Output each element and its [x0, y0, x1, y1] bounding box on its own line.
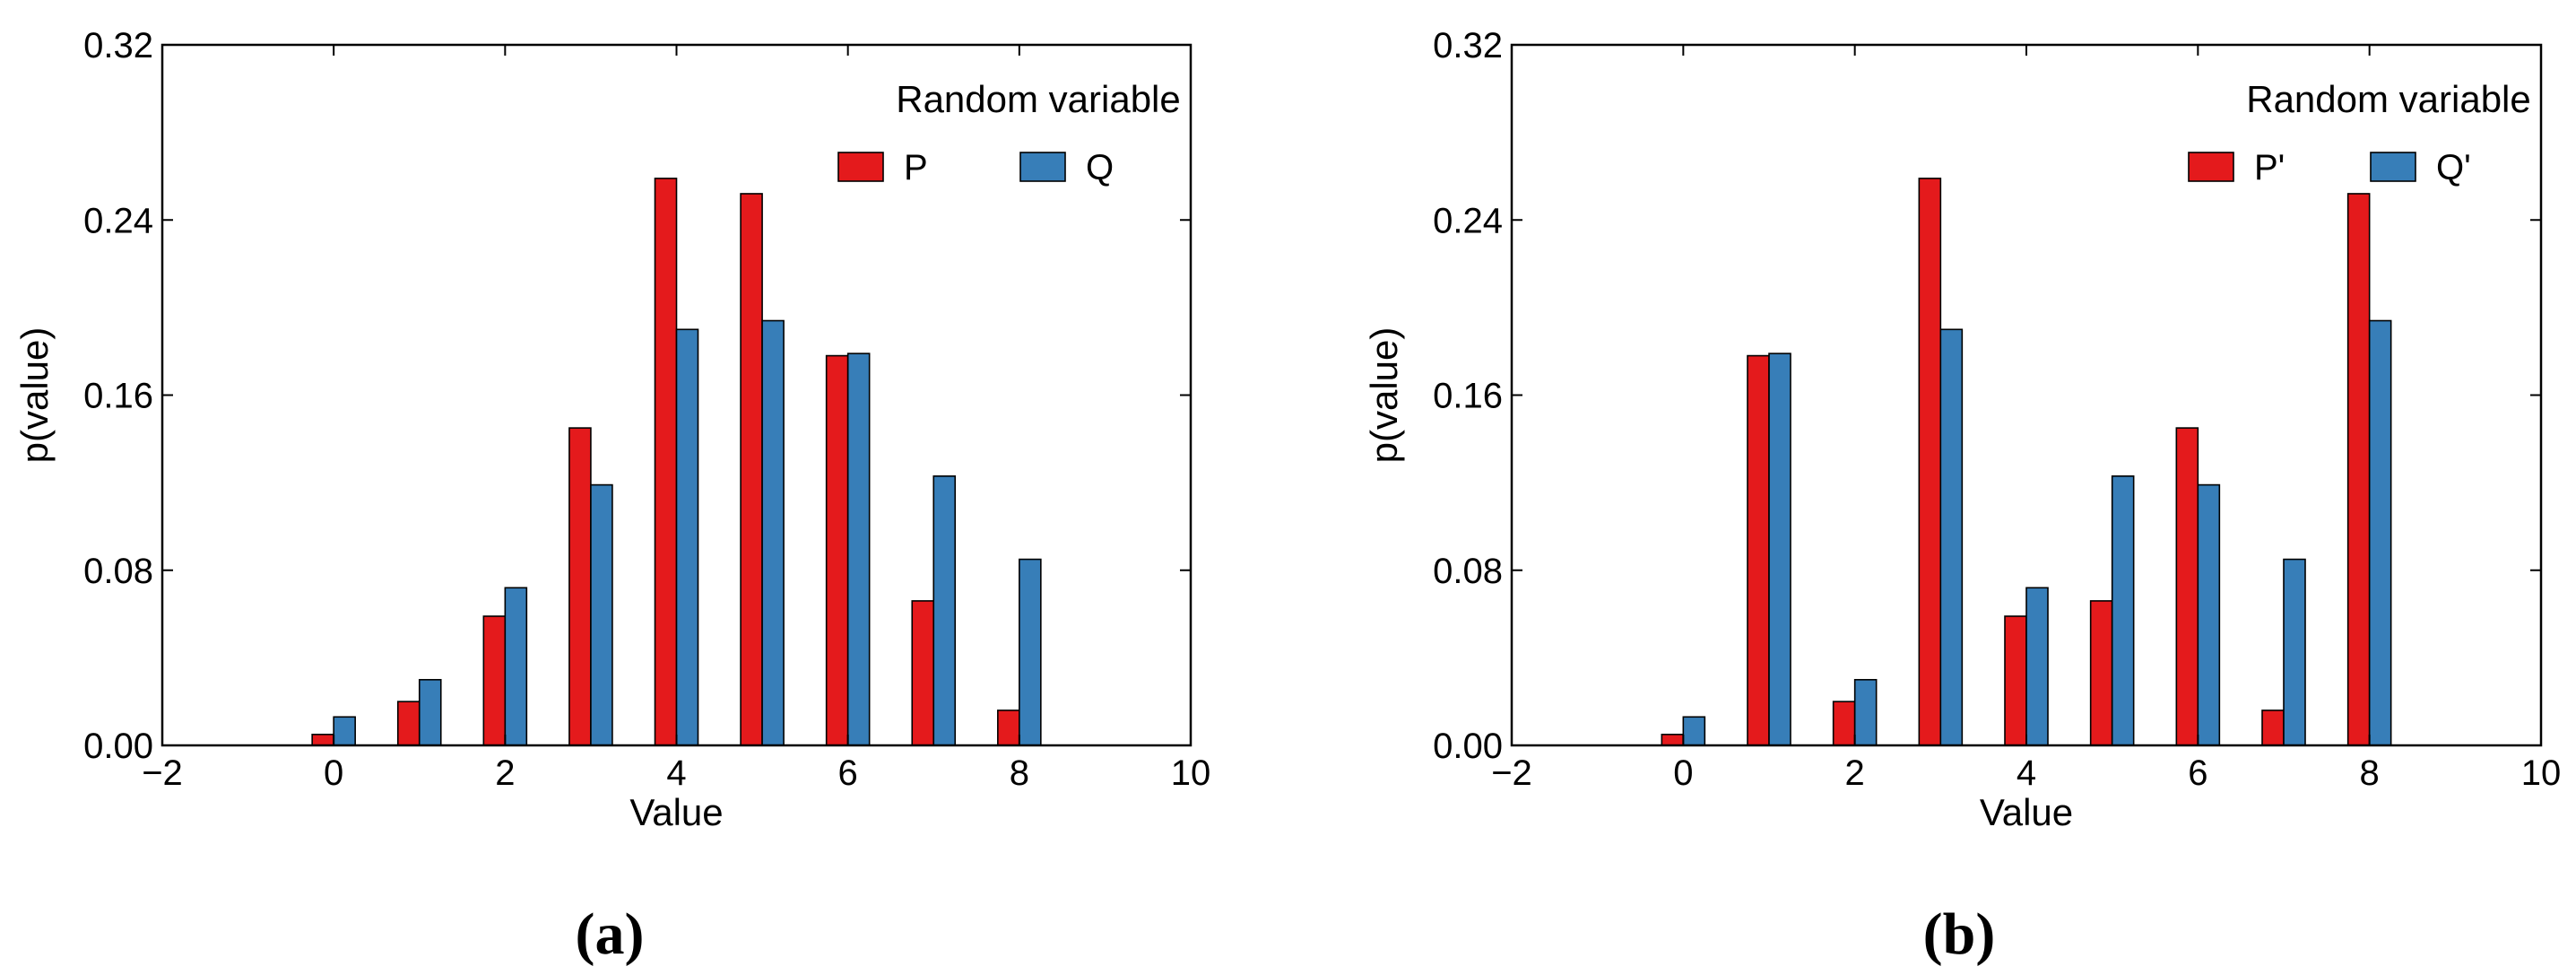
x-tick-label: 6: [838, 753, 858, 793]
x-tick-label: 4: [666, 753, 686, 793]
legend: Random variable P Q: [837, 78, 1181, 187]
bar-q-prime-6: [2197, 483, 2221, 746]
y-tick-label: 0.16: [1433, 377, 1503, 416]
legend-label-1: P: [904, 148, 928, 187]
bar-q-7: [932, 475, 957, 746]
bar-q-prime-0: [1682, 716, 1706, 746]
bar-q-prime-8: [2368, 319, 2392, 746]
y-tick-label: 0.08: [1433, 552, 1503, 591]
x-axis-label: Value: [629, 791, 723, 833]
x-tick-label: 0: [324, 753, 343, 793]
bar-p-prime-0: [1661, 733, 1685, 746]
y-tick-label: 0.24: [83, 201, 153, 240]
bar-q-0: [333, 716, 356, 746]
y-axis-label: p(value): [1363, 327, 1405, 464]
bar-q-2: [504, 587, 528, 746]
bar-q-prime-7: [2283, 558, 2306, 746]
bar-p-6: [825, 354, 849, 746]
x-tick-label: −2: [1491, 753, 1532, 793]
y-tick-label: 0.32: [83, 26, 153, 65]
x-tick-label: 10: [1171, 753, 1211, 793]
legend-label-2: Q': [2436, 148, 2471, 187]
bar-p-prime-2: [1832, 701, 1856, 746]
legend: Random variable P' Q': [2188, 78, 2531, 187]
bar-q-4: [675, 328, 699, 746]
legend-swatch-1: [837, 152, 884, 182]
legend-title: Random variable: [2246, 78, 2531, 120]
x-tick-label: 2: [495, 753, 515, 793]
panel-caption: (b): [1923, 901, 1996, 967]
y-tick-label: 0.16: [83, 377, 153, 416]
y-tick-label: 0.00: [83, 727, 153, 766]
x-tick-label: 4: [2017, 753, 2036, 793]
bar-p-prime-3: [1918, 178, 1942, 746]
bar-q-6: [846, 353, 871, 746]
legend-swatch-2: [1019, 152, 1066, 182]
bar-q-5: [761, 319, 785, 746]
bar-q-8: [1019, 558, 1042, 746]
bar-p-7: [911, 600, 935, 746]
bar-q-3: [590, 483, 613, 746]
bar-p-prime-5: [2089, 600, 2113, 746]
y-tick-label: 0.32: [1433, 26, 1503, 65]
bar-q-prime-4: [2025, 587, 2049, 746]
chart-panel-b: −2 0 2 4 6 8 10 0.00 0.08 0.16 0.24 0.32 Value p(valu…: [1363, 26, 2561, 967]
y-tick-label: 0.24: [1433, 201, 1503, 240]
y-tick-label: 0.08: [83, 552, 153, 591]
y-axis-label: p(value): [13, 327, 56, 464]
legend-swatch-2: [2370, 152, 2416, 182]
x-tick-label: 10: [2521, 753, 2562, 793]
bar-p-prime-4: [2004, 615, 2027, 746]
x-tick-label: 8: [2360, 753, 2380, 793]
bar-p-0: [311, 733, 334, 746]
x-tick-label: 6: [2188, 753, 2207, 793]
bar-p-1: [396, 701, 421, 746]
bar-p-prime-8: [2346, 193, 2371, 746]
x-tick-label: 0: [1673, 753, 1693, 793]
bar-p-prime-7: [2261, 709, 2285, 746]
bar-p-2: [482, 615, 507, 746]
bar-q-1: [418, 678, 442, 746]
legend-title: Random variable: [896, 78, 1181, 120]
x-tick-label: 2: [1845, 753, 1865, 793]
bar-p-3: [568, 427, 592, 746]
bar-q-prime-3: [1939, 328, 1964, 746]
y-tick-label: 0.00: [1433, 727, 1503, 766]
x-tick-label: −2: [142, 753, 183, 793]
bar-p-prime-6: [2175, 427, 2199, 746]
chart-panel-a: −2 0 2 4 6 8 10 0.00 0.08 0.16 0.24 0.32 Value p(valu…: [13, 26, 1210, 967]
x-axis-label: Value: [1980, 791, 2073, 833]
bar-p-prime-1: [1747, 354, 1770, 746]
panel-caption: (a): [576, 901, 645, 967]
bar-q-prime-2: [1853, 678, 1878, 746]
bar-q-prime-1: [1768, 353, 1791, 746]
bar-p-5: [740, 193, 763, 746]
bar-p-4: [654, 178, 678, 746]
legend-swatch-1: [2188, 152, 2234, 182]
bar-q-prime-5: [2111, 475, 2135, 746]
legend-label-2: Q: [1086, 148, 1114, 187]
legend-label-1: P': [2254, 148, 2285, 187]
x-tick-label: 8: [1010, 753, 1029, 793]
bar-p-8: [997, 709, 1020, 746]
